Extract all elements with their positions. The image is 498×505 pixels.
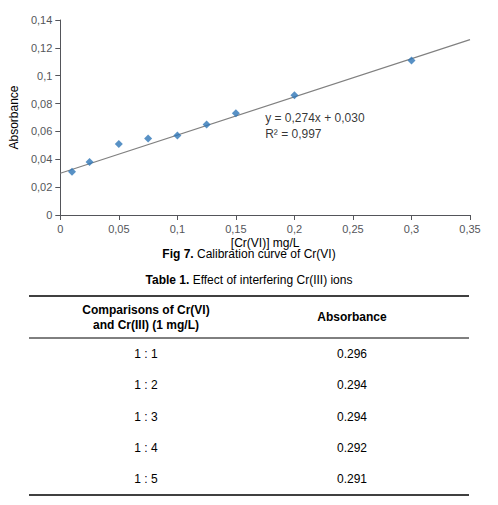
svg-text:1 : 2: 1 : 2 [134,378,158,392]
svg-text:0: 0 [57,223,63,235]
svg-text:Absorbance: Absorbance [317,310,387,324]
svg-text:1 : 1: 1 : 1 [134,347,158,361]
svg-text:[Cr(VI)] mg/L: [Cr(VI)] mg/L [231,236,300,250]
svg-text:Fig 7.: Fig 7. [162,247,193,261]
svg-text:Comparisons of Cr(VI): Comparisons of Cr(VI) [82,303,209,317]
svg-text:1 : 5: 1 : 5 [134,472,158,486]
svg-text:Effect of interfering Cr(III): Effect of interfering Cr(III) ions [189,273,352,287]
svg-text:0,02: 0,02 [31,181,52,193]
svg-text:0,2: 0,2 [287,223,302,235]
svg-text:0,1: 0,1 [37,70,52,82]
svg-text:Absorbance: Absorbance [7,85,21,149]
svg-text:0: 0 [46,209,52,221]
svg-text:Table 1.: Table 1. [146,273,190,287]
svg-text:0,14: 0,14 [31,14,52,26]
svg-text:0,04: 0,04 [31,153,52,165]
svg-text:0.294: 0.294 [337,410,367,424]
svg-text:0.292: 0.292 [337,441,367,455]
svg-text:0.291: 0.291 [337,472,367,486]
svg-text:0,08: 0,08 [31,98,52,110]
svg-text:0,15: 0,15 [225,223,246,235]
svg-text:0.294: 0.294 [337,378,367,392]
svg-text:0,06: 0,06 [31,125,52,137]
svg-text:1 : 4: 1 : 4 [134,441,158,455]
svg-text:1 : 3: 1 : 3 [134,410,158,424]
svg-text:0,35: 0,35 [459,223,480,235]
svg-text:Calibration curve of Cr(VI): Calibration curve of Cr(VI) [193,247,336,261]
svg-text:0,1: 0,1 [170,223,185,235]
svg-text:0.296: 0.296 [337,347,367,361]
svg-text:0,25: 0,25 [342,223,363,235]
svg-text:R² = 0,997: R² = 0,997 [265,127,322,141]
svg-text:0,12: 0,12 [31,42,52,54]
svg-text:y = 0,274x + 0,030: y = 0,274x + 0,030 [265,111,365,125]
svg-text:0,05: 0,05 [108,223,129,235]
svg-text:and Cr(III) (1 mg/L): and Cr(III) (1 mg/L) [93,318,199,332]
svg-text:0,3: 0,3 [404,223,419,235]
